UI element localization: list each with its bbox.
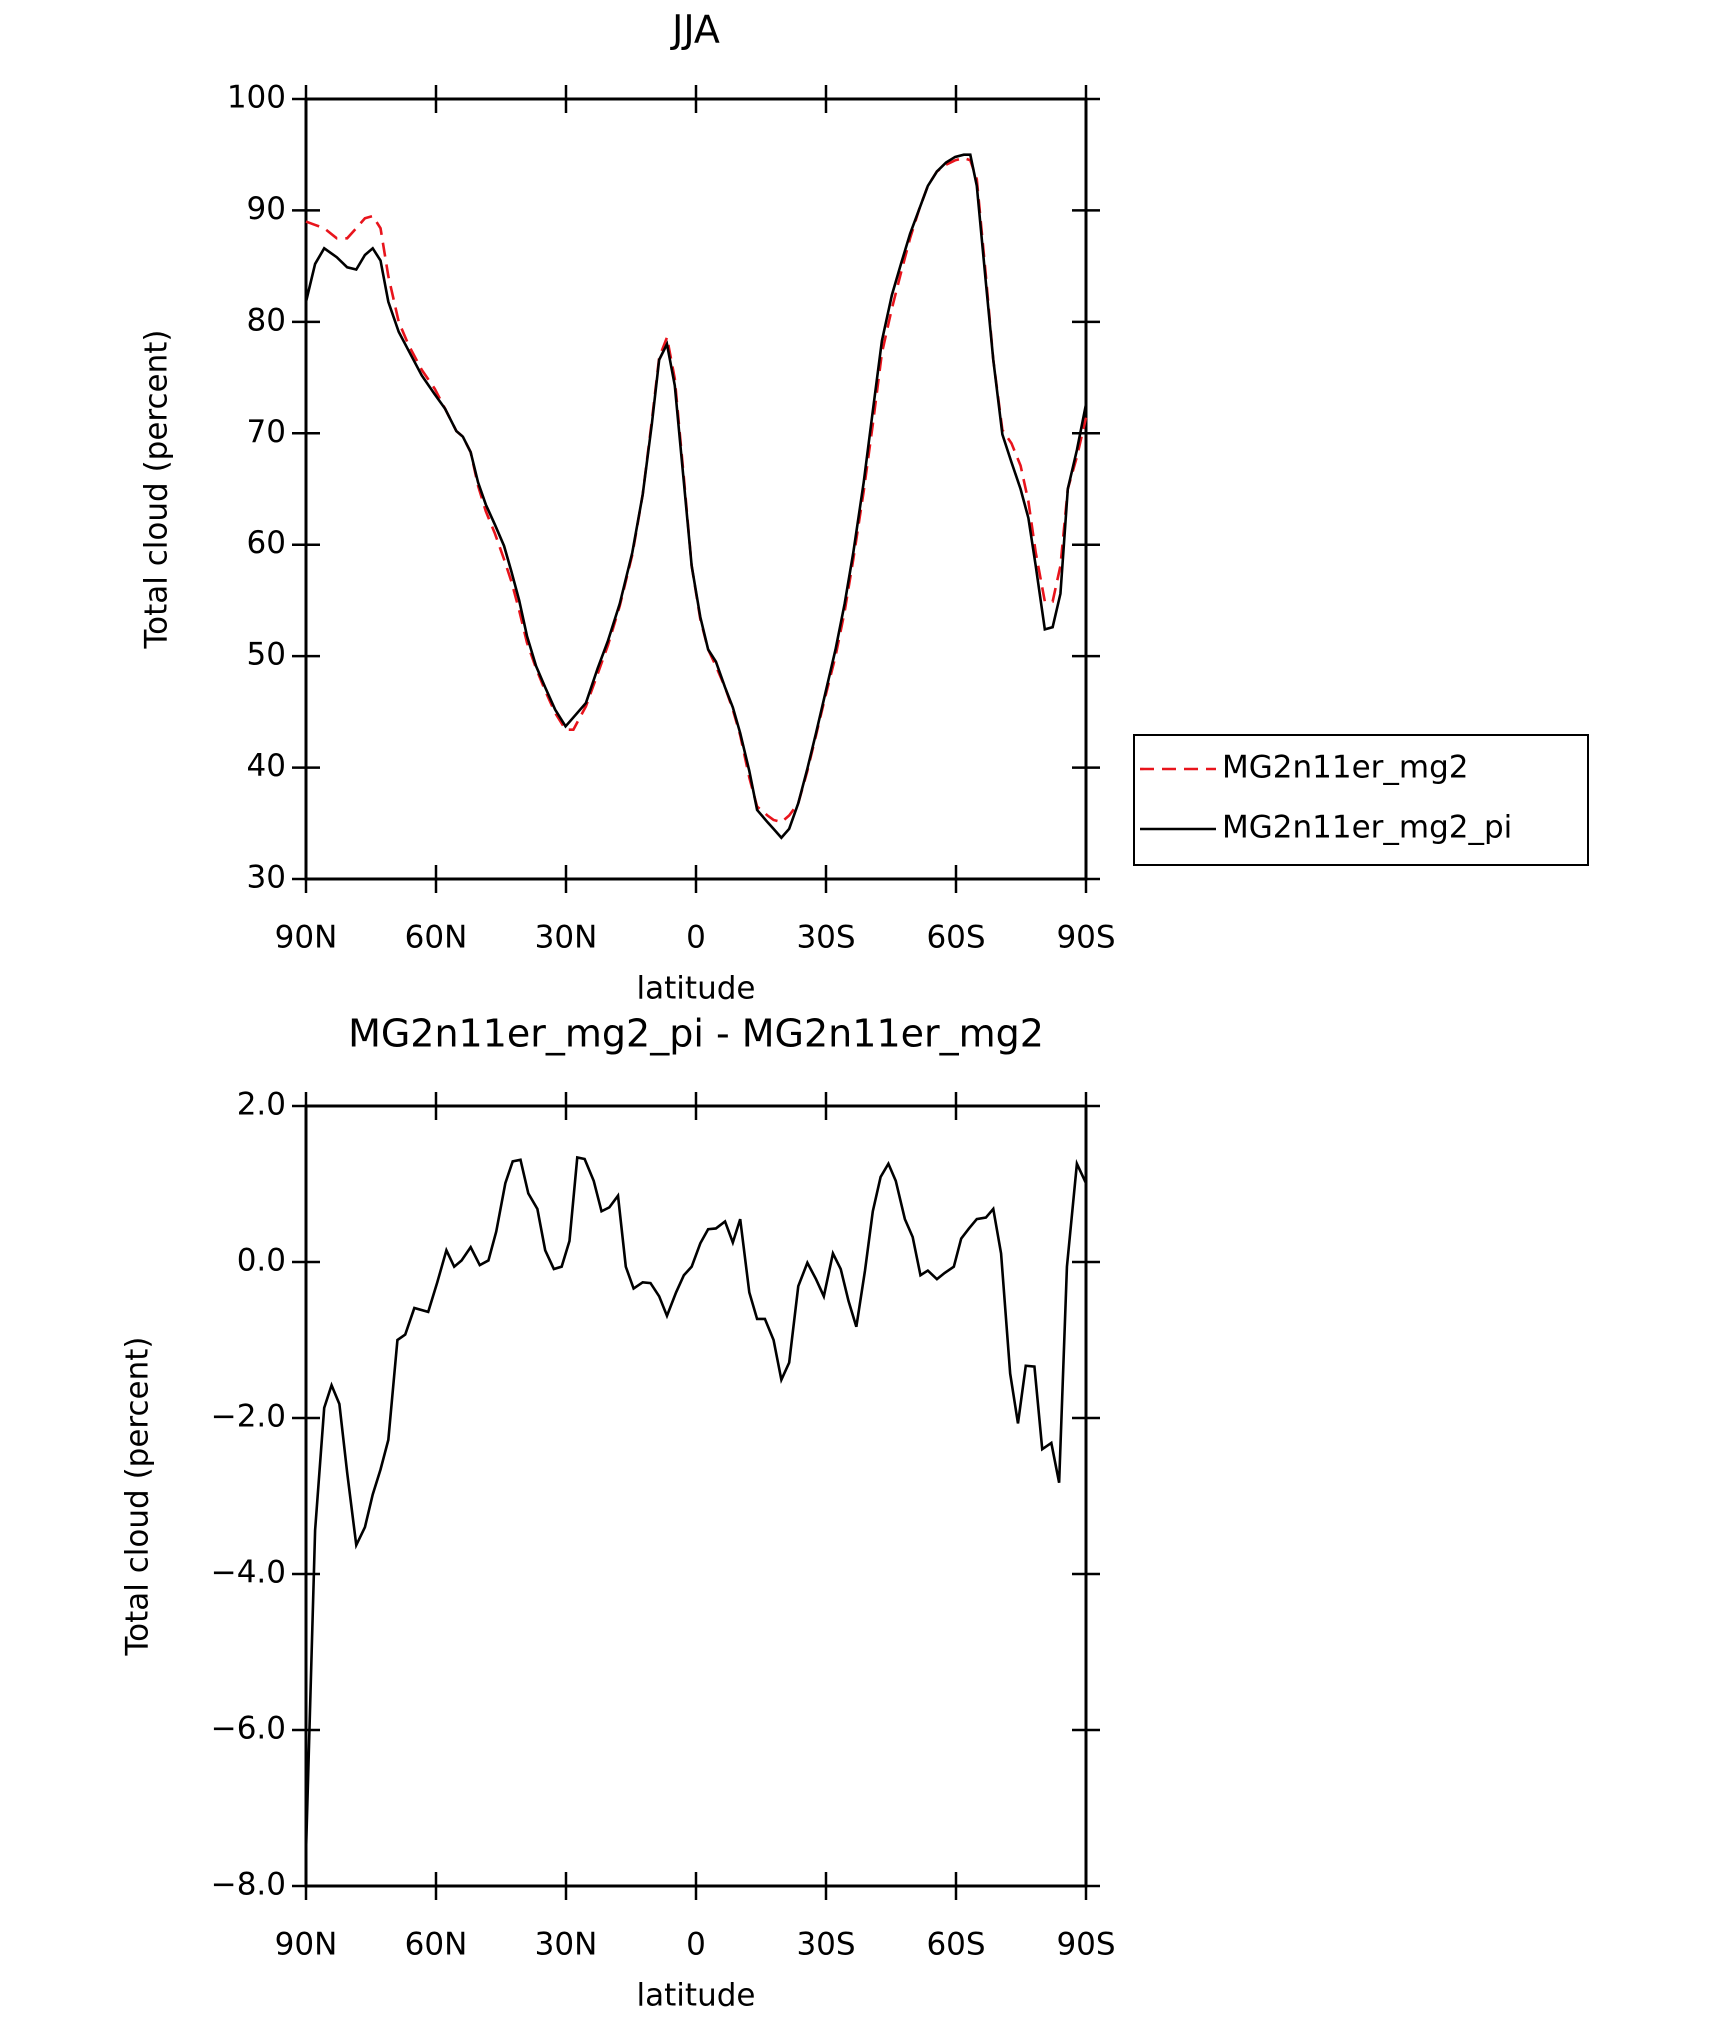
x-tick-label: 60S xyxy=(926,1927,985,1963)
y-tick-label: 70 xyxy=(247,414,286,450)
y-tick-label: −6.0 xyxy=(211,1711,286,1747)
legend-label: MG2n11er_mg2_pi xyxy=(1222,810,1512,846)
x-tick-label: 60N xyxy=(405,1927,468,1963)
y-tick-label: 40 xyxy=(247,748,286,784)
x-tick-label: 0 xyxy=(686,920,706,956)
y-tick-label: −2.0 xyxy=(211,1399,286,1435)
plot-frame xyxy=(304,1104,1088,1888)
y-tick-label: 30 xyxy=(247,860,286,896)
x-tick-label: 90S xyxy=(1056,1927,1115,1963)
y-axis-label: Total cloud (percent) xyxy=(120,1337,156,1657)
y-tick-label: −8.0 xyxy=(211,1867,286,1903)
x-tick-label: 30S xyxy=(796,1927,855,1963)
data-line xyxy=(305,156,1088,824)
y-tick-label: 100 xyxy=(227,80,286,116)
x-tick-label: 90N xyxy=(275,1927,338,1963)
x-tick-label: 90N xyxy=(275,920,338,956)
chart-title: MG2n11er_mg2_pi - MG2n11er_mg2 xyxy=(348,1012,1044,1056)
legend-label: MG2n11er_mg2 xyxy=(1222,750,1469,786)
y-tick-label: −4.0 xyxy=(211,1555,286,1591)
y-tick-label: 2.0 xyxy=(237,1087,286,1123)
x-tick-label: 90S xyxy=(1056,920,1115,956)
y-tick-label: 90 xyxy=(247,191,286,227)
legend-box xyxy=(1133,734,1589,866)
x-tick-label: 0 xyxy=(686,1927,706,1963)
y-tick-label: 0.0 xyxy=(237,1243,286,1279)
data-line xyxy=(304,153,1088,840)
y-axis-label: Total cloud (percent) xyxy=(139,330,175,650)
x-axis-label: latitude xyxy=(637,971,756,1007)
plot-frame xyxy=(304,97,1088,881)
x-tick-label: 30N xyxy=(535,1927,598,1963)
x-tick-label: 60S xyxy=(926,920,985,956)
chart-title: JJA xyxy=(670,8,720,52)
y-tick-label: 80 xyxy=(247,302,286,338)
data-line xyxy=(304,1155,1088,1852)
y-tick-label: 50 xyxy=(247,637,286,673)
x-tick-label: 60N xyxy=(405,920,468,956)
x-tick-label: 30S xyxy=(796,920,855,956)
x-tick-label: 30N xyxy=(535,920,598,956)
y-tick-label: 60 xyxy=(247,525,286,561)
x-axis-label: latitude xyxy=(637,1978,756,2014)
